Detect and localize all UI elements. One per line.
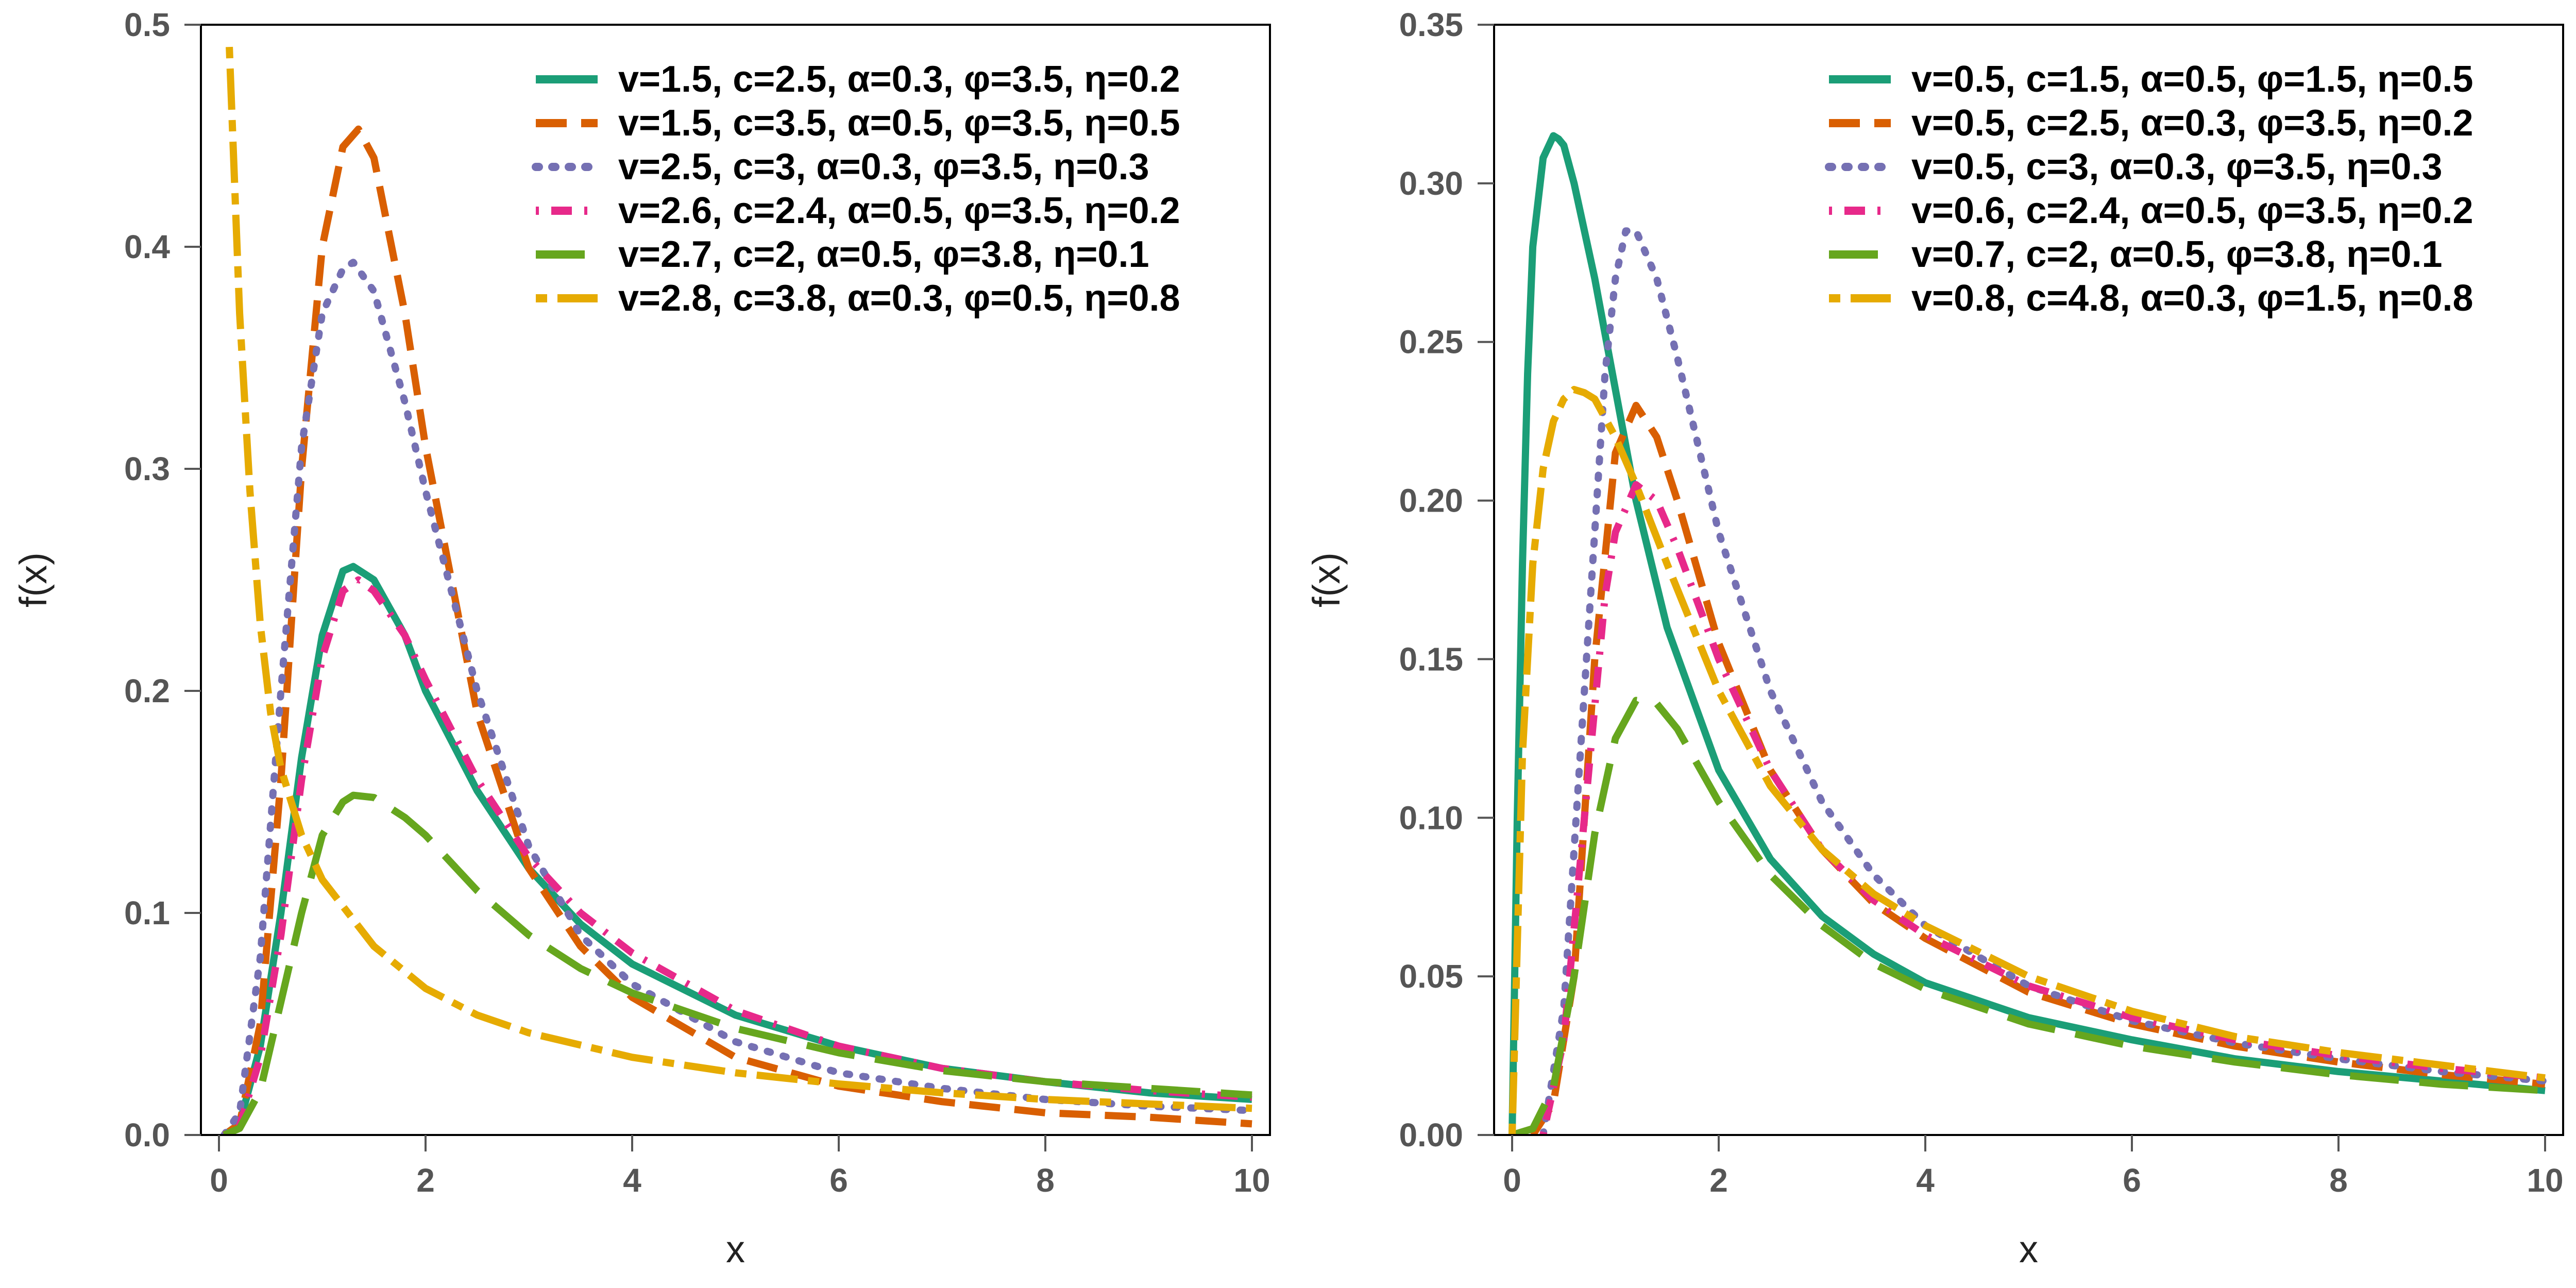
y-tick-label: 0.00 (1399, 1116, 1463, 1154)
x-tick-label: 2 (1709, 1162, 1728, 1199)
y-tick-label: 0.20 (1399, 482, 1463, 519)
legend-label: v=2.6, c=2.4, α=0.5, φ=3.5, η=0.2 (618, 190, 1180, 231)
y-tick-label: 0.15 (1399, 640, 1463, 677)
x-tick-label: 10 (1233, 1162, 1270, 1199)
series-line-5 (1511, 697, 2546, 1135)
x-tick-label: 8 (1036, 1162, 1055, 1199)
y-tick-label: 0.5 (124, 6, 170, 43)
y-tick-label: 0.25 (1399, 324, 1463, 361)
y-tick-label: 0.30 (1399, 165, 1463, 202)
series-line-4 (1539, 481, 2546, 1135)
y-tick-label: 0.05 (1399, 958, 1463, 995)
series-line-6 (1509, 386, 2546, 1135)
series-line-1 (1509, 132, 2546, 1135)
x-tick-label: 10 (2527, 1162, 2563, 1199)
x-tick-label: 2 (416, 1162, 435, 1199)
series-curves (1509, 132, 2549, 1135)
y-axis-label: f(x) (12, 552, 55, 607)
right-chart-panel: 0 2 4 6 8 10 0.00 0.05 0.10 0.15 0.20 0.25 0.30 0.35 x… (1305, 6, 2564, 1270)
legend-label: v=2.8, c=3.8, α=0.3, φ=0.5, η=0.8 (618, 278, 1180, 319)
plot-frame (1493, 24, 2564, 1136)
legend-label: v=0.5, c=3, α=0.3, φ=3.5, η=0.3 (1911, 146, 2443, 188)
legend-label: v=2.7, c=2, α=0.5, φ=3.8, η=0.1 (618, 234, 1149, 275)
series-line-2 (222, 125, 1252, 1135)
y-tick-label: 0.4 (124, 228, 170, 265)
y-tick-label: 0.0 (124, 1116, 170, 1154)
legend-label: v=0.6, c=2.4, α=0.5, φ=3.5, η=0.2 (1911, 190, 2473, 231)
legend-label: v=0.7, c=2, α=0.5, φ=3.8, η=0.1 (1911, 234, 2443, 275)
legend: v=0.5, c=1.5, α=0.5, φ=1.5, η=0.5v=0.5, … (1825, 59, 2473, 319)
x-tick-label: 4 (1916, 1162, 1935, 1199)
y-tick-label: 0.10 (1399, 799, 1463, 836)
series-line-1 (222, 563, 1252, 1135)
series-line-4 (222, 576, 1252, 1135)
x-axis-label: x (726, 1228, 745, 1270)
left-chart-panel: 0 2 4 6 8 10 0.0 0.1 0.2 0.3 0.4 0.5 x f(x) v=1.5, c=2… (12, 6, 1271, 1270)
legend-label: v=1.5, c=2.5, α=0.3, φ=3.5, η=0.2 (618, 59, 1180, 100)
series-line-3 (221, 259, 1256, 1135)
series-line-5 (223, 791, 1252, 1135)
legend-label: v=1.5, c=3.5, α=0.5, φ=3.5, η=0.5 (618, 103, 1180, 144)
legend-label: v=0.8, c=4.8, α=0.3, φ=1.5, η=0.8 (1911, 278, 2473, 319)
x-tick-label: 8 (2329, 1162, 2348, 1199)
legend: v=1.5, c=2.5, α=0.3, φ=3.5, η=0.2v=1.5, … (532, 59, 1180, 319)
y-tick-label: 0.1 (124, 894, 170, 931)
legend-label: v=2.5, c=3, α=0.3, φ=3.5, η=0.3 (618, 146, 1149, 188)
x-tick-label: 0 (210, 1162, 228, 1199)
y-tick-label: 0.3 (124, 450, 170, 487)
series-line-2 (1530, 401, 2546, 1135)
plot-frame (200, 24, 1271, 1136)
series-curves (221, 46, 1256, 1135)
y-tick-label: 0.35 (1399, 6, 1463, 43)
y-tick-label: 0.2 (124, 672, 170, 709)
x-tick-label: 0 (1503, 1162, 1521, 1199)
legend-label: v=0.5, c=2.5, α=0.3, φ=3.5, η=0.2 (1911, 103, 2473, 144)
x-tick-label: 4 (623, 1162, 641, 1199)
y-axis-label: f(x) (1305, 552, 1348, 607)
series-line-6 (226, 46, 1252, 1112)
x-axis-label: x (2019, 1228, 2038, 1270)
legend-label: v=0.5, c=1.5, α=0.5, φ=1.5, η=0.5 (1911, 59, 2473, 100)
x-tick-label: 6 (829, 1162, 848, 1199)
x-tick-label: 6 (2123, 1162, 2141, 1199)
